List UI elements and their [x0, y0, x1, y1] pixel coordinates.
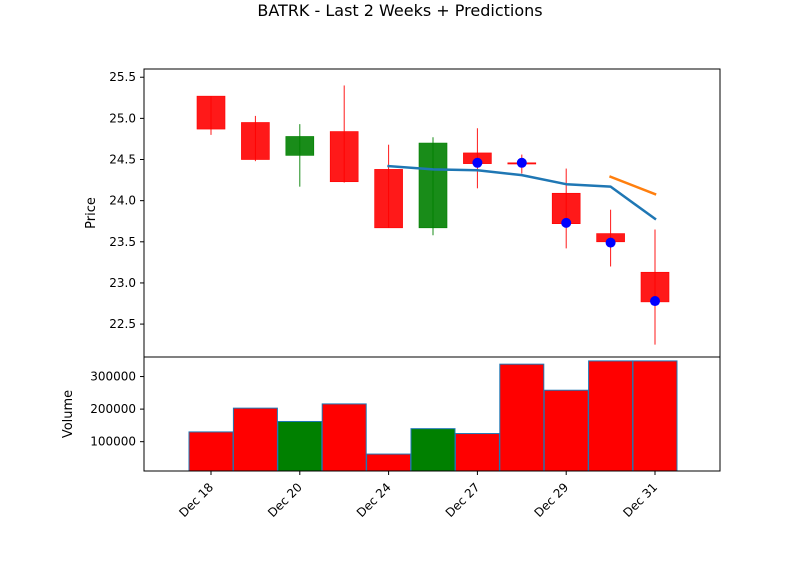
prediction-marker: [605, 237, 616, 248]
prediction-marker: [561, 217, 572, 228]
prediction-marker: [472, 157, 483, 168]
price-tick-label: 23.5: [109, 235, 136, 249]
candle-body: [196, 95, 226, 130]
price-candles: [196, 85, 670, 345]
prediction-lines: [387, 164, 657, 221]
candle-body: [418, 142, 448, 229]
volume-y-ticks: 300000 200000 100000: [90, 370, 144, 449]
volume-bar: [410, 428, 456, 472]
volume-bar: [632, 360, 678, 472]
prediction-line: [608, 175, 657, 196]
candle-body: [241, 122, 270, 160]
price-tick-label: 25.0: [109, 111, 136, 125]
x-tick-label: Dec 18: [176, 480, 216, 520]
volume-bar: [277, 420, 323, 472]
volume-bar: [321, 403, 367, 472]
price-tick-label: 23.0: [109, 276, 136, 290]
price-tick-label: 25.5: [109, 70, 136, 84]
price-tick-label: 24.5: [109, 153, 136, 167]
x-tick-label: Dec 29: [532, 480, 572, 520]
prediction-marker: [650, 296, 660, 307]
price-tick-label: 24.0: [109, 194, 136, 208]
volume-panel: 300000 200000 100000 Volume: [61, 356, 721, 472]
volume-axes-frame: [143, 356, 721, 472]
x-ticks: Dec 18 Dec 20 Dec 24 Dec 27 Dec 29 Dec 31: [176, 471, 660, 520]
volume-tick-label: 300000: [90, 370, 136, 384]
volume-bar: [543, 389, 589, 472]
x-tick-label: Dec 31: [620, 480, 660, 520]
x-tick-label: Dec 27: [443, 480, 483, 520]
volume-bar: [366, 453, 412, 472]
volume-tick-label: 200000: [90, 402, 136, 416]
volume-bar: [454, 433, 500, 472]
candle-body: [285, 136, 315, 156]
volume-bar: [588, 360, 634, 472]
volume-bar: [499, 363, 545, 472]
price-y-ticks: 25.5 25.0 24.5 24.0 23.5 23.0 22.5: [109, 70, 144, 331]
prediction-marker: [516, 157, 527, 168]
price-panel: 25.5 25.0 24.5 24.0 23.5 23.0 22.5 Price: [84, 68, 721, 358]
prediction-markers: [472, 157, 660, 307]
candle-body: [374, 169, 403, 229]
volume-tick-label: 100000: [90, 435, 136, 449]
volume-bar: [232, 407, 278, 472]
price-axis-label: Price: [84, 197, 99, 229]
volume-axis-label: Volume: [61, 390, 76, 438]
volume-bar: [188, 431, 234, 472]
price-tick-label: 22.5: [109, 317, 136, 331]
prediction-line: [387, 164, 657, 221]
x-tick-label: Dec 20: [265, 480, 305, 520]
volume-bars: [188, 360, 678, 472]
chart-title: BATRK - Last 2 Weeks + Predictions: [257, 1, 542, 20]
x-tick-label: Dec 24: [354, 480, 394, 520]
candle-body: [329, 131, 359, 183]
